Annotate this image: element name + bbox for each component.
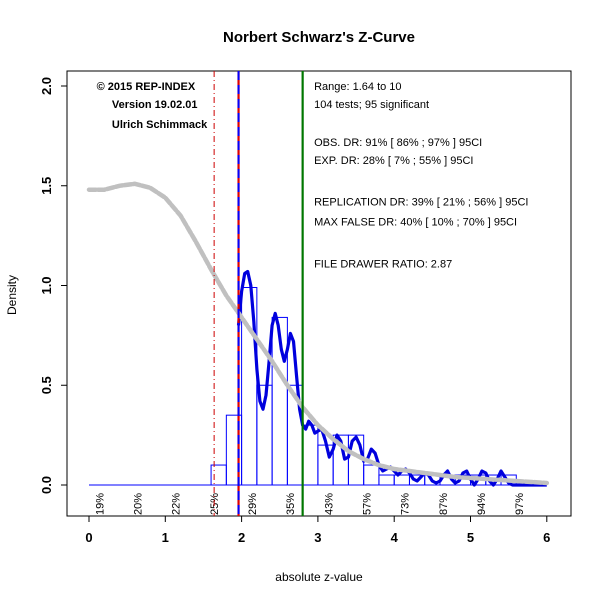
x-tick-label: 5 [467, 530, 474, 545]
power-label: 25% [209, 493, 221, 515]
power-label: 57% [361, 493, 373, 515]
power-label: 73% [400, 493, 412, 515]
x-tick-label: 0 [85, 530, 92, 545]
power-label: 87% [438, 493, 450, 515]
annotation-right: FILE DRAWER RATIO: 2.87 [314, 259, 452, 271]
y-tick-label: 0.0 [39, 476, 54, 494]
x-tick-label: 4 [391, 530, 399, 545]
plot-area: 0 1 2 3 4 5 6 0.0 0.5 1.0 1.5 2.0 19% 20% 22% 25% 29% 35%… [39, 70, 572, 545]
annotation-right: REPLICATION DR: 39% [ 21% ; 56% ] 95CI [314, 197, 528, 209]
x-tick-label: 2 [238, 530, 245, 545]
annotation-right: 104 tests; 95 significant [314, 99, 429, 111]
chart-title: Norbert Schwarz's Z-Curve [223, 29, 415, 46]
y-tick-label: 2.0 [39, 77, 54, 95]
x-axis-label: absolute z-value [275, 570, 363, 584]
power-label: 20% [133, 493, 145, 515]
power-label: 19% [94, 493, 106, 515]
zcurve-fit-curve [86, 181, 550, 486]
y-tick-label: 1.0 [39, 276, 54, 294]
power-label: 97% [514, 493, 526, 515]
y-tick-label: 0.5 [39, 376, 54, 394]
power-label: 43% [323, 493, 335, 515]
x-tick-label: 3 [314, 530, 321, 545]
power-label: 22% [171, 493, 183, 515]
plot-frame [66, 70, 572, 517]
annotation-right: Range: 1.64 to 10 [314, 81, 401, 93]
annotation-left: © 2015 REP-INDEX [97, 81, 196, 93]
power-label: 29% [247, 493, 259, 515]
observed-density-curve [236, 269, 547, 487]
power-label: 94% [476, 493, 488, 515]
annotation-right: MAX FALSE DR: 40% [ 10% ; 70% ] 95CI [314, 217, 517, 229]
annotation-left: Version 19.02.01 [112, 99, 198, 111]
annotation-left: Ulrich Schimmack [112, 119, 208, 131]
x-tick-label: 6 [543, 530, 550, 545]
y-axis-label: Density [5, 275, 19, 315]
y-tick-label: 1.5 [39, 177, 54, 195]
x-tick-label: 1 [162, 530, 169, 545]
annotation-right: OBS. DR: 91% [ 86% ; 97% ] 95CI [314, 137, 482, 149]
annotation-right: EXP. DR: 28% [ 7% ; 55% ] 95CI [314, 155, 473, 167]
power-label: 35% [285, 493, 297, 515]
